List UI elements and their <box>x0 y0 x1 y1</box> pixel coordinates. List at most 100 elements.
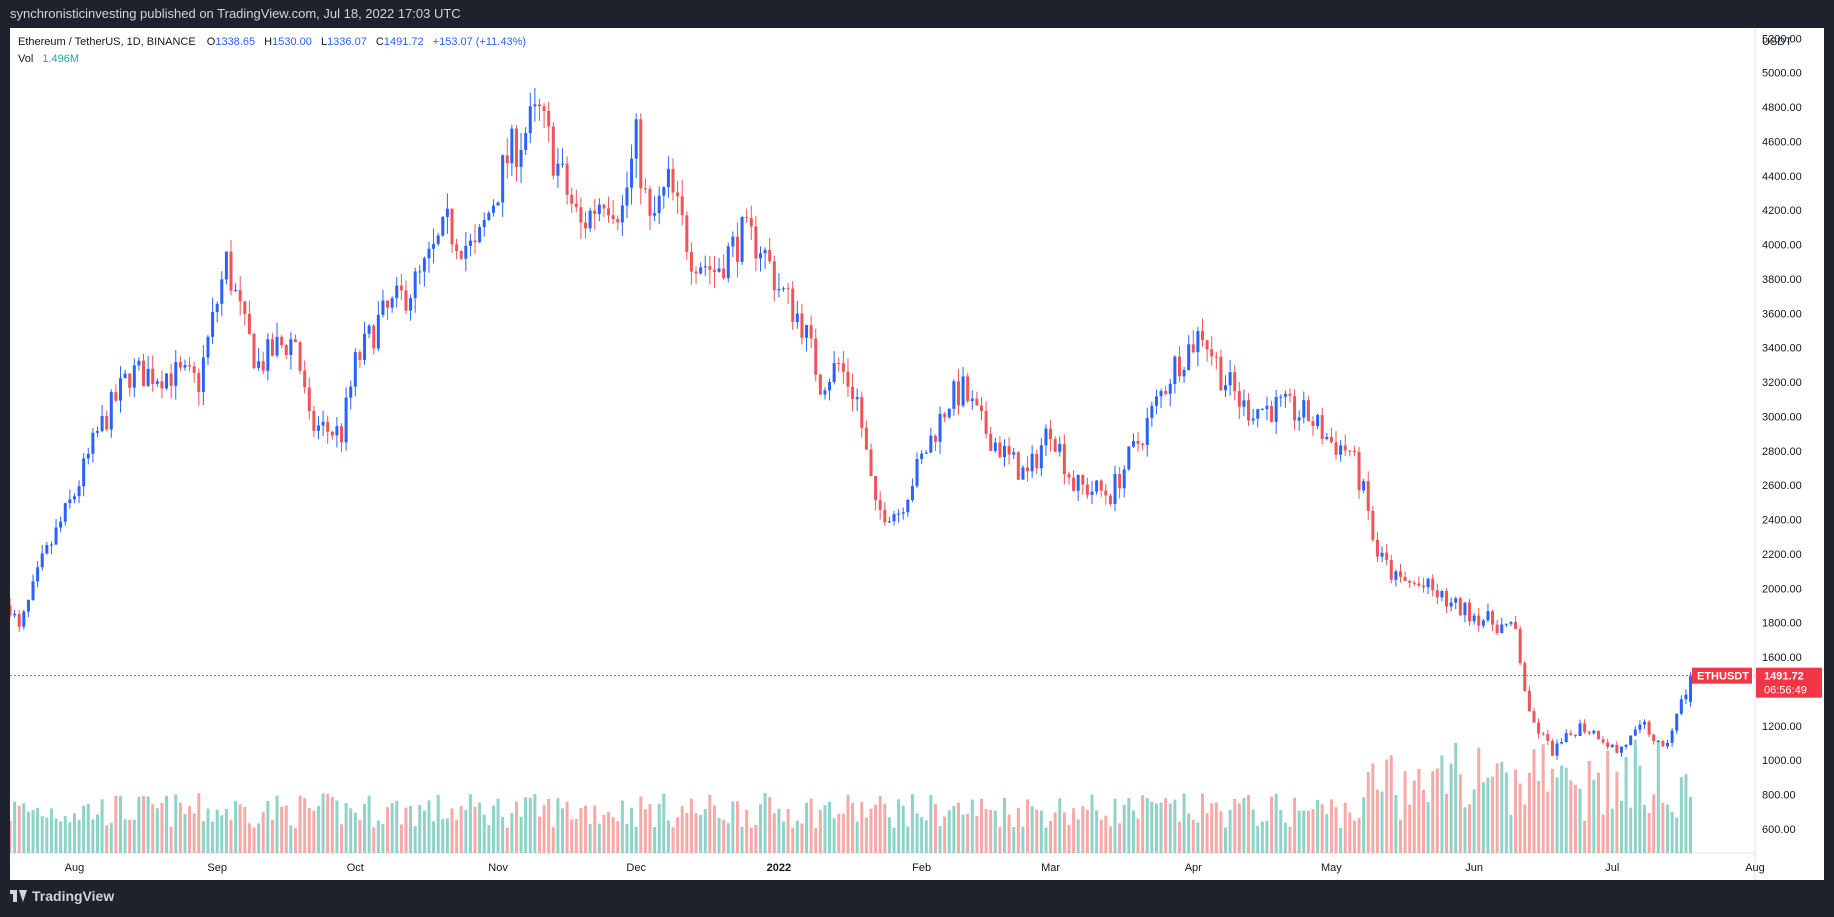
chart-legend: Ethereum / TetherUS, 1D, BINANCE O1338.6… <box>18 34 526 68</box>
candle <box>1205 339 1209 362</box>
candle <box>450 208 454 253</box>
volume-bar <box>805 802 809 853</box>
candle <box>975 391 979 406</box>
candle <box>924 450 928 454</box>
candle <box>252 332 256 370</box>
candle <box>892 510 896 526</box>
close-value: 1491.72 <box>383 36 424 48</box>
candle <box>1251 408 1255 425</box>
volume-bar <box>795 820 799 853</box>
candle <box>514 125 518 182</box>
volume-bar <box>427 800 431 853</box>
volume-bar <box>519 816 523 853</box>
volume-bar <box>758 804 762 853</box>
candle <box>82 453 86 497</box>
volume-bar <box>252 827 256 853</box>
volume-bar <box>321 793 325 853</box>
volume-bar <box>731 801 735 853</box>
candle <box>1573 734 1577 738</box>
volume-bar <box>128 819 132 853</box>
volume-bar <box>491 805 495 853</box>
candle <box>855 388 859 412</box>
candle <box>146 356 150 387</box>
volume-bar <box>1601 814 1605 853</box>
volume-bar <box>1145 798 1149 853</box>
candle <box>459 250 463 261</box>
candle <box>289 332 293 370</box>
candle <box>1352 445 1356 457</box>
candle <box>418 264 422 285</box>
candle <box>731 231 735 258</box>
candle <box>1343 434 1347 457</box>
volume-bar <box>961 814 965 853</box>
candle <box>1463 602 1467 623</box>
candle <box>998 436 1002 459</box>
volume-bar <box>1177 821 1181 853</box>
candle <box>1555 739 1559 761</box>
volume-bar <box>1385 759 1389 853</box>
candle <box>643 178 647 194</box>
volume-bar <box>381 823 385 853</box>
volume-bar <box>1569 780 1573 853</box>
volume-bar <box>455 820 459 853</box>
volume-bar <box>1638 765 1642 853</box>
candle <box>828 378 832 401</box>
volume-bar <box>777 808 781 853</box>
volume-bar <box>749 827 753 853</box>
candle <box>1177 346 1181 383</box>
volume-bar <box>1564 767 1568 853</box>
volume-bar <box>1642 804 1646 853</box>
price-axis[interactable]: 5200.00 5000.00 4800.00 4600.00 4400.00 4200.… <box>1762 33 1802 836</box>
volume-bar <box>860 801 864 853</box>
volume-bar <box>1647 813 1651 853</box>
candle <box>1601 736 1605 745</box>
volume-bar <box>1435 768 1439 853</box>
volume-bar <box>22 803 26 853</box>
volume-bar <box>13 801 17 853</box>
candle <box>1072 470 1076 492</box>
candle <box>303 360 307 394</box>
candle <box>1357 447 1361 499</box>
candle <box>1477 607 1481 632</box>
time-axis[interactable]: Aug Sep Oct Nov Dec 2022 Feb Mar Apr May Jun Jul Aug <box>65 862 1765 874</box>
volume-bar <box>1587 761 1591 853</box>
candle <box>1118 467 1122 499</box>
candle <box>31 574 35 601</box>
y-tick-label: 4600.00 <box>1762 136 1802 148</box>
volume-bar <box>1339 827 1343 853</box>
candle <box>920 450 924 465</box>
y-tick-label: 2200.00 <box>1762 549 1802 561</box>
volume-bar <box>105 825 109 853</box>
candle <box>1454 596 1458 610</box>
symbol-label[interactable]: Ethereum / TetherUS, 1D, BINANCE <box>18 36 196 48</box>
volume-bar <box>933 804 937 853</box>
candle <box>1228 359 1232 396</box>
volume-bar <box>1095 810 1099 853</box>
volume-bar <box>100 799 104 853</box>
volume-label[interactable]: Vol <box>18 53 34 65</box>
tradingview-brand[interactable]: TradingView <box>10 888 114 904</box>
volume-bar <box>1182 793 1186 853</box>
candle <box>777 273 781 298</box>
volume-bar <box>920 817 924 853</box>
candle <box>961 367 965 408</box>
volume-bar <box>1090 794 1094 853</box>
volume-bar <box>72 813 76 853</box>
volume-bar <box>1168 803 1172 853</box>
candle <box>1362 478 1366 494</box>
volume-bar <box>422 810 426 853</box>
y-tick-label: 3400.00 <box>1762 343 1802 355</box>
candle <box>878 491 882 520</box>
chart-area[interactable]: 5200.00 5000.00 4800.00 4600.00 4400.00 4200.… <box>8 28 1824 880</box>
candle <box>1081 474 1085 495</box>
candle <box>1527 685 1531 712</box>
candle <box>1265 396 1269 421</box>
candle <box>607 196 611 223</box>
candle <box>390 296 394 313</box>
volume-bar <box>312 810 316 853</box>
candle <box>363 321 367 365</box>
candlestick-chart[interactable]: 5200.00 5000.00 4800.00 4600.00 4400.00 4200.… <box>8 28 1824 880</box>
candle <box>818 373 822 396</box>
candle <box>247 300 251 335</box>
candle <box>1035 449 1039 474</box>
